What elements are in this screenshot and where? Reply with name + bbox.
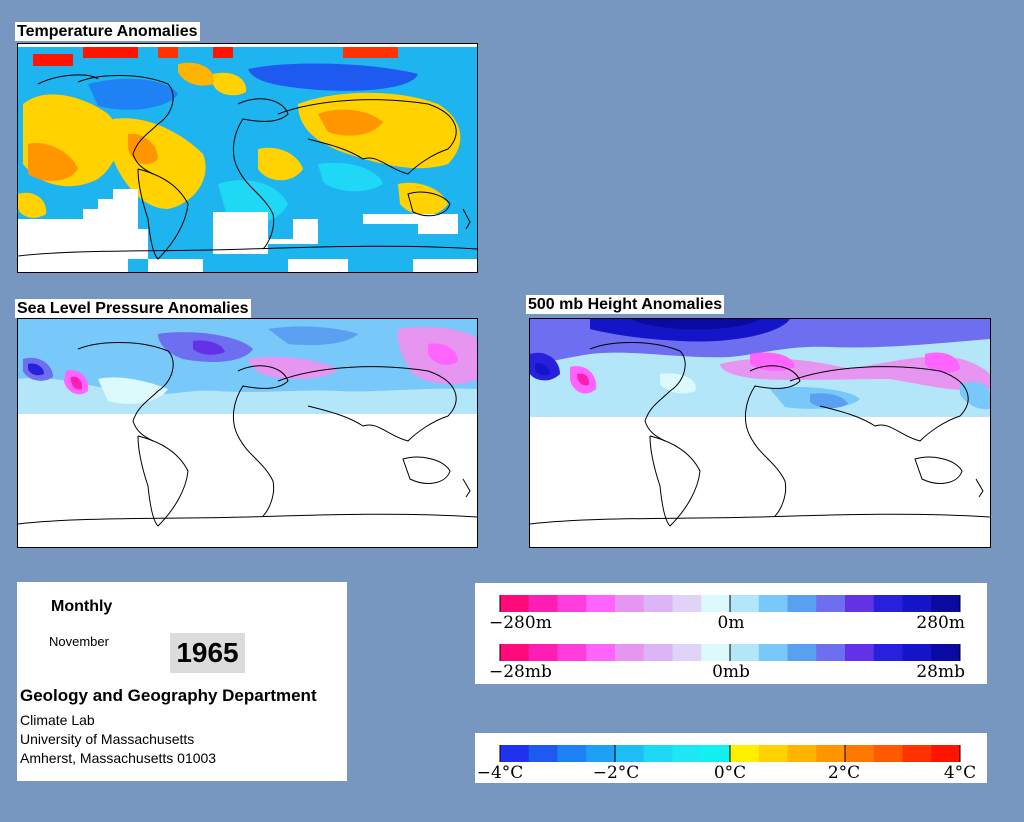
slp-map-title: Sea Level Pressure Anomalies xyxy=(15,299,251,318)
height-color-bar xyxy=(499,595,961,612)
temperature-bar-swatch xyxy=(557,745,587,762)
height-label-max: 280m xyxy=(916,613,965,633)
info-line-lab: Climate Lab xyxy=(20,712,95,728)
pressure-bar-swatch xyxy=(787,644,817,661)
height-bar-swatch xyxy=(787,595,817,612)
temperature-color-bar xyxy=(499,745,961,762)
pressure-label-zero: 0mb xyxy=(712,662,750,682)
temperature-map-title: Temperature Anomalies xyxy=(15,22,200,41)
height-bar-swatch xyxy=(873,595,903,612)
info-line-address: Amherst, Massachusetts 01003 xyxy=(20,750,217,766)
pressure-bar-swatch xyxy=(902,644,932,661)
height-map-title: 500 mb Height Anomalies xyxy=(526,295,725,314)
temperature-bar-swatch xyxy=(730,745,760,762)
pressure-bar-swatch xyxy=(586,644,616,661)
height-bar-swatch xyxy=(931,595,961,612)
height-bar-swatch xyxy=(672,595,702,612)
period-label: Monthly xyxy=(51,598,113,615)
pressure-height-legend: −280m 0m 280m −28mb 0mb 28mb xyxy=(475,583,987,684)
height-bar-swatch xyxy=(557,595,587,612)
pressure-bar-swatch xyxy=(528,644,558,661)
temperature-bar-swatch xyxy=(672,745,702,762)
department-label: Geology and Geography Department xyxy=(20,686,317,705)
sea-level-pressure-anomaly-map xyxy=(17,318,478,548)
year-label: 1965 xyxy=(170,633,245,673)
pressure-color-bar xyxy=(499,644,961,661)
temperature-anomaly-map xyxy=(17,43,478,273)
pressure-bar-swatch xyxy=(643,644,673,661)
temp-label-zero: 0°C xyxy=(714,763,746,783)
pressure-bar-swatch xyxy=(873,644,903,661)
pressure-bar-swatch xyxy=(816,644,846,661)
temperature-bar-swatch xyxy=(931,745,961,762)
pressure-bar-swatch xyxy=(557,644,587,661)
height-bar-swatch xyxy=(586,595,616,612)
pressure-bar-swatch xyxy=(672,644,702,661)
temperature-bar-swatch xyxy=(643,745,673,762)
temp-label-plus2: 2°C xyxy=(828,763,860,783)
height-bar-swatch xyxy=(845,595,875,612)
temperature-bar-swatch xyxy=(528,745,558,762)
pressure-bar-swatch xyxy=(845,644,875,661)
height-bar-swatch xyxy=(528,595,558,612)
month-label: November xyxy=(49,634,109,649)
pressure-bar-swatch xyxy=(730,644,760,661)
temperature-bar-swatch xyxy=(615,745,645,762)
info-panel: Monthly November 1965 Geology and Geogra… xyxy=(17,582,347,781)
pressure-label-max: 28mb xyxy=(916,662,965,682)
temp-label-minus4: −4°C xyxy=(477,763,524,783)
height-bar-swatch xyxy=(500,595,530,612)
temperature-bar-swatch xyxy=(500,745,530,762)
height-bar-swatch xyxy=(701,595,731,612)
pressure-bar-swatch xyxy=(701,644,731,661)
height-label-min: −280m xyxy=(489,613,552,633)
temperature-bar-swatch xyxy=(787,745,817,762)
500mb-height-anomaly-map xyxy=(529,318,991,548)
pressure-bar-swatch xyxy=(500,644,530,661)
info-line-university: University of Massachusetts xyxy=(20,731,195,747)
height-bar-swatch xyxy=(902,595,932,612)
temp-label-plus4: 4°C xyxy=(944,763,976,783)
pressure-label-min: −28mb xyxy=(489,662,552,682)
pressure-bar-swatch xyxy=(758,644,788,661)
temperature-bar-swatch xyxy=(758,745,788,762)
temperature-legend: −4°C −2°C 0°C 2°C 4°C xyxy=(475,733,987,783)
temperature-bar-swatch xyxy=(816,745,846,762)
height-bar-swatch xyxy=(615,595,645,612)
temperature-bar-swatch xyxy=(873,745,903,762)
temperature-bar-swatch xyxy=(902,745,932,762)
height-bar-swatch xyxy=(643,595,673,612)
height-bar-swatch xyxy=(730,595,760,612)
height-label-zero: 0m xyxy=(718,613,745,633)
pressure-bar-swatch xyxy=(931,644,961,661)
temperature-bar-swatch xyxy=(586,745,616,762)
temp-label-minus2: −2°C xyxy=(593,763,640,783)
height-bar-swatch xyxy=(816,595,846,612)
pressure-bar-swatch xyxy=(615,644,645,661)
temperature-bar-swatch xyxy=(845,745,875,762)
temperature-bar-swatch xyxy=(701,745,731,762)
height-bar-swatch xyxy=(758,595,788,612)
